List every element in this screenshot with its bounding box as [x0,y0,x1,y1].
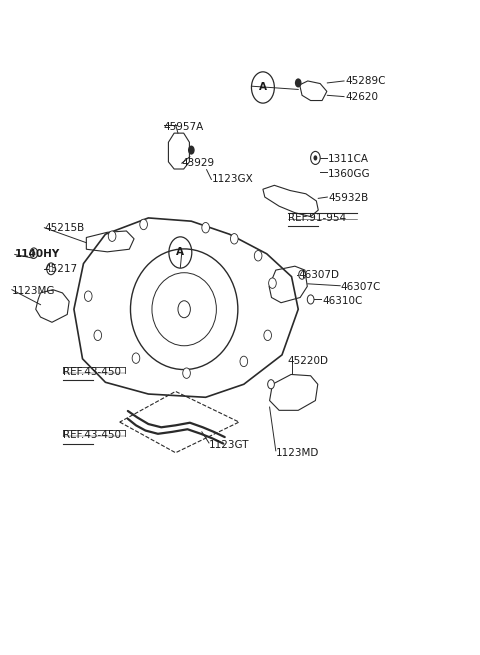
Text: 1311CA: 1311CA [328,154,369,164]
Circle shape [240,356,248,367]
Circle shape [47,263,55,274]
Circle shape [188,145,195,155]
Circle shape [299,270,305,279]
Text: 1140HY: 1140HY [15,250,60,259]
Text: 42620: 42620 [345,92,378,102]
Circle shape [269,278,276,288]
Text: 1360GG: 1360GG [328,168,371,179]
Text: 43929: 43929 [182,158,215,168]
Circle shape [94,330,102,341]
Circle shape [178,301,191,318]
Circle shape [183,368,191,379]
Circle shape [132,353,140,364]
Text: 45957A: 45957A [164,122,204,132]
Circle shape [108,231,116,242]
Circle shape [307,295,314,304]
Text: A: A [176,248,184,257]
Text: 45217: 45217 [44,264,77,274]
Circle shape [33,251,35,255]
Text: 45220D: 45220D [288,356,329,366]
Text: REF.43-450: REF.43-450 [63,367,121,377]
Text: A: A [259,83,267,92]
Circle shape [49,266,53,271]
Text: 46307D: 46307D [298,271,339,280]
Text: 1123MD: 1123MD [276,448,319,458]
Circle shape [254,251,262,261]
Text: 45215B: 45215B [44,223,84,233]
Text: 45289C: 45289C [345,76,385,86]
Circle shape [313,155,317,160]
Circle shape [84,291,92,301]
Circle shape [268,380,275,389]
Text: 1123GX: 1123GX [211,174,253,185]
Text: 46307C: 46307C [340,282,381,292]
Circle shape [311,151,320,164]
Circle shape [264,330,272,341]
Text: 1123GT: 1123GT [209,440,250,450]
Circle shape [30,248,37,258]
Text: REF.43-450: REF.43-450 [63,430,121,440]
Text: 1123MG: 1123MG [12,286,55,296]
Circle shape [140,219,147,230]
Circle shape [230,234,238,244]
Circle shape [295,79,301,88]
Text: REF.91-954: REF.91-954 [288,213,346,223]
Text: 46310C: 46310C [322,297,362,307]
Text: 45932B: 45932B [328,193,369,203]
Circle shape [202,223,209,233]
